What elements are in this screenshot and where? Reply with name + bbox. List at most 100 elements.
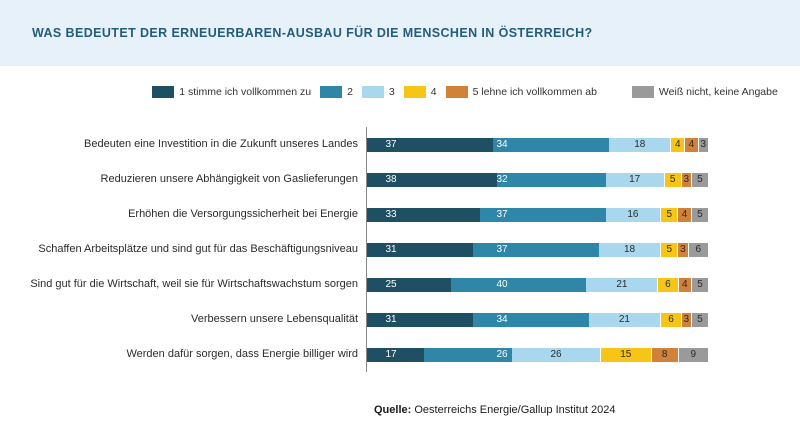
segment-value-label: 5: [666, 243, 673, 255]
source-text: Oesterreichs Energie/Gallup Institut 202…: [411, 404, 616, 416]
segment-value-label: 8: [661, 348, 668, 360]
bar-segment: 16: [605, 207, 661, 222]
chart-row: Reduzieren unsere Abhängigkeit von Gasli…: [0, 162, 800, 197]
bar-segment: 18: [598, 242, 661, 257]
stacked-bar: 18 5 3 6 31 37: [367, 242, 708, 257]
bar-column: 18 4 4 3 37 34: [366, 127, 708, 162]
bar-segment: 18: [609, 137, 671, 152]
segment-value-label: 25: [385, 278, 397, 290]
segment-value-label: 3: [700, 138, 707, 150]
segment-value-label: 31: [385, 243, 397, 255]
bar-column: 26 15 8 9 17 26: [366, 337, 708, 372]
stacked-bar: 16 5 4 5 33 37: [367, 207, 708, 222]
legend-label: 2: [347, 85, 353, 98]
category-label: Bedeuten eine Investition in die Zukunft…: [84, 138, 358, 150]
bar-column: 17 5 3 5 38 32: [366, 162, 708, 197]
chart-row: Schaffen Arbeitsplätze und sind gut für …: [0, 232, 800, 267]
segment-value-label: 26: [496, 348, 508, 360]
bar-segment: 3: [697, 137, 708, 152]
legend-swatch-icon: [631, 85, 654, 98]
legend-swatch-icon: [403, 85, 426, 98]
stacked-bar: 21 6 3 5 31 34: [367, 312, 708, 327]
legend-label: Weiß nicht, keine Angabe: [658, 85, 778, 98]
segment-value-label: 32: [496, 173, 508, 185]
category-label: Erhöhen die Versorgungssicherheit bei En…: [128, 208, 358, 220]
segment-value-label: 38: [385, 173, 397, 185]
bar-segment: 3: [680, 172, 691, 187]
bar-segment: 6: [657, 277, 678, 292]
chart-row: Werden dafür sorgen, dass Energie billig…: [0, 337, 800, 372]
legend-item: 2: [320, 85, 353, 98]
legend-label: 5 lehne ich vollkommen ab: [472, 85, 597, 98]
bar-segment: [367, 207, 480, 222]
bar-segment: [496, 172, 606, 187]
segment-value-label: 5: [697, 278, 703, 290]
bar-segment: [424, 347, 513, 362]
legend-swatch-icon: [320, 85, 343, 98]
bar-segment: 5: [691, 277, 708, 292]
segment-value-label: 4: [688, 138, 695, 150]
bar-segment: 26: [512, 347, 600, 362]
legend-swatch-icon: [152, 85, 175, 98]
bar-segment: 9: [677, 347, 708, 362]
segment-value-label: 21: [618, 313, 630, 325]
segment-value-label: 3: [683, 173, 690, 185]
segment-value-label: 6: [665, 278, 671, 290]
stacked-bar: 21 6 4 5 25 40: [367, 277, 708, 292]
bar-segment: 3: [680, 312, 691, 327]
segment-value-label: 4: [682, 278, 688, 290]
bar-column: 21 6 4 5 25 40: [366, 267, 708, 302]
legend-item: 5 lehne ich vollkommen ab: [445, 85, 597, 98]
segment-value-label: 3: [683, 313, 690, 325]
legend-item: 3: [361, 85, 395, 98]
bar-segment: 6: [660, 312, 681, 327]
legend-label: 3: [388, 85, 395, 98]
bar-segment: 6: [687, 242, 708, 257]
source-note: Quelle: Oesterreichs Energie/Gallup Inst…: [374, 404, 800, 416]
bar-segment: 5: [660, 207, 678, 222]
bar-segment: [493, 137, 610, 152]
source-prefix: Quelle:: [374, 404, 412, 416]
bar-segment: [451, 277, 587, 292]
bar-segment: 21: [586, 277, 658, 292]
segment-value-label: 4: [681, 208, 688, 220]
segment-value-label: 5: [697, 173, 703, 185]
category-label: Werden dafür sorgen, dass Energie billig…: [126, 348, 358, 360]
bar-segment: 5: [690, 172, 708, 187]
segment-value-label: 37: [496, 208, 508, 220]
legend-item: 1 stimme ich vollkommen zu: [152, 85, 312, 98]
bar-segment: 4: [677, 207, 691, 222]
bar-segment: [367, 347, 425, 362]
segment-value-label: 5: [669, 173, 676, 185]
bar-segment: 5: [663, 172, 681, 187]
segment-value-label: 17: [629, 173, 641, 185]
segment-value-label: 34: [496, 313, 508, 325]
stacked-bar: 17 5 3 5 38 32: [367, 172, 708, 187]
header-band: WAS BEDEUTET DER ERNEUERBAREN-AUSBAU FÜR…: [0, 0, 800, 66]
stacked-bar: 26 15 8 9 17 26: [367, 347, 708, 362]
chart-row: Erhöhen die Versorgungssicherheit bei En…: [0, 197, 800, 232]
segment-value-label: 5: [666, 208, 673, 220]
segment-value-label: 5: [697, 208, 703, 220]
page-title: WAS BEDEUTET DER ERNEUERBAREN-AUSBAU FÜR…: [32, 26, 593, 40]
bar-segment: 17: [605, 172, 664, 187]
segment-value-label: 37: [496, 243, 508, 255]
legend-item: 4: [403, 85, 437, 98]
bar-segment: [367, 312, 473, 327]
segment-value-label: 17: [385, 348, 397, 360]
stacked-bar: 18 4 4 3 37 34: [367, 137, 708, 152]
bar-segment: [479, 207, 606, 222]
bar-segment: 5: [690, 207, 708, 222]
category-label: Schaffen Arbeitsplätze und sind gut für …: [38, 243, 358, 255]
legend-label: 1 stimme ich vollkommen zu: [179, 85, 312, 98]
segment-value-label: 34: [496, 138, 508, 150]
segment-value-label: 21: [616, 278, 628, 290]
category-label: Reduzieren unsere Abhängigkeit von Gasli…: [100, 173, 358, 185]
bar-column: 16 5 4 5 33 37: [366, 197, 708, 232]
bar-segment: 15: [599, 347, 651, 362]
segment-value-label: 26: [550, 348, 562, 360]
bar-segment: [472, 312, 589, 327]
bar-column: 21 6 3 5 31 34: [366, 302, 708, 337]
bar-segment: 4: [684, 137, 698, 152]
bar-segment: [367, 242, 473, 257]
